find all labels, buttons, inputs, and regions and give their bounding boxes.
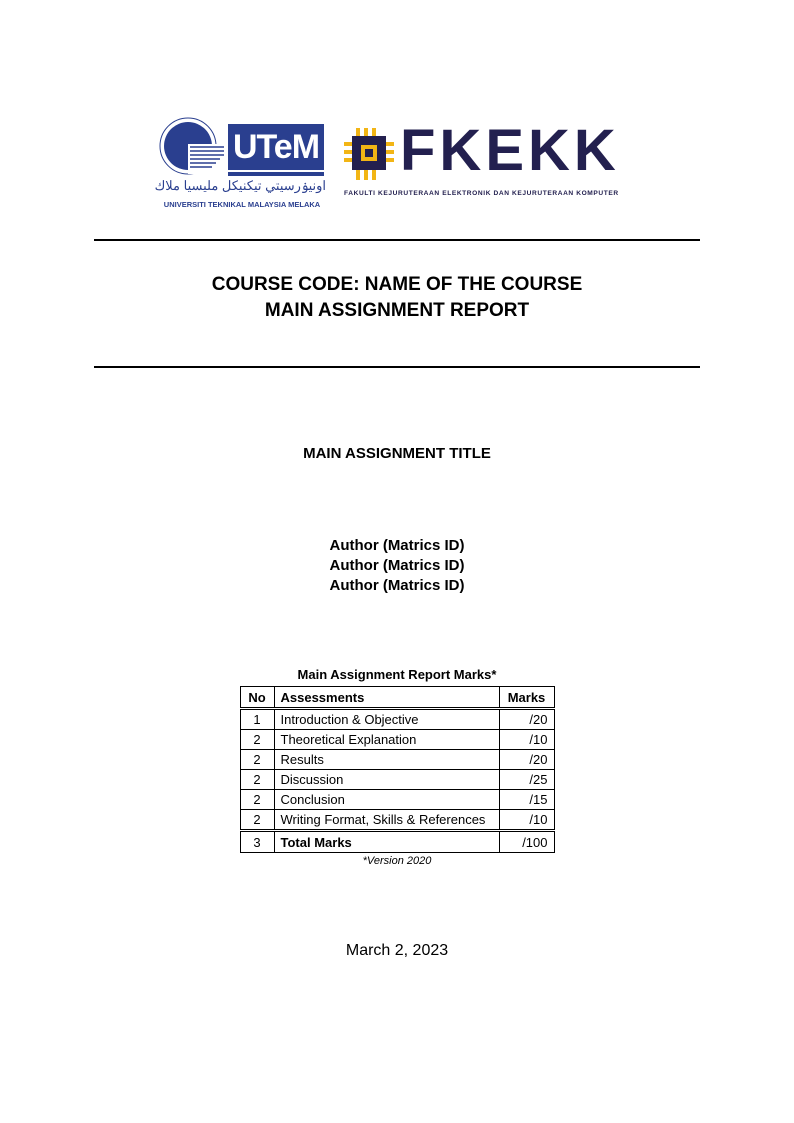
total-row: 3 Total Marks/100 — [239, 830, 555, 853]
author: Author (Matrics ID) — [329, 577, 465, 594]
fkekk-wordmark: FKEKK — [400, 118, 620, 183]
utem-wordmark: UTeM — [232, 128, 320, 166]
table-header-row: No Assessments Marks — [239, 686, 555, 710]
fkekk-logo: FKEKK FAKULTI KEJURUTERAAN ELEKTRONIK DA… — [344, 120, 636, 200]
cell-assessment: Total Marks — [273, 830, 500, 853]
utem-emblem-icon — [159, 117, 324, 176]
cell-assessment: Results — [273, 749, 500, 770]
cell-marks: /10 — [498, 729, 555, 750]
table-row: 2 Discussion/25 — [239, 769, 555, 790]
table-caption: Main Assignment Report Marks* — [297, 667, 497, 682]
cell-no: 1 — [239, 708, 275, 730]
cell-no: 2 — [239, 769, 275, 790]
fkekk-caption: FAKULTI KEJURUTERAAN ELEKTRONIK DAN KEJU… — [344, 190, 619, 197]
table-row: 2 Theoretical Explanation/10 — [239, 729, 555, 750]
report-line: MAIN ASSIGNMENT REPORT — [264, 300, 530, 321]
table-row: 2 Writing Format, Skills & References/10 — [239, 809, 555, 832]
cell-marks: /20 — [498, 708, 555, 730]
assignment-title: MAIN ASSIGNMENT TITLE — [303, 445, 491, 462]
table-row: 2 Results/20 — [239, 749, 555, 770]
table-row: 1 Introduction & Objective/20 — [239, 708, 555, 730]
course-line: COURSE CODE: NAME OF THE COURSE — [211, 274, 583, 295]
table-footnote: *Version 2020 — [362, 855, 432, 867]
cell-assessment: Conclusion — [273, 789, 500, 810]
top-rule — [94, 239, 700, 241]
cell-marks: /20 — [498, 749, 555, 770]
cell-marks: /10 — [498, 809, 555, 832]
cell-no: 2 — [239, 809, 275, 832]
table-row: 2 Conclusion/15 — [239, 789, 555, 810]
utem-logo: UTeM اونيۏرسيتي تيكنيكل مليسيا ملاك UNIV… — [154, 116, 326, 212]
bottom-rule — [94, 366, 700, 368]
marks-table: No Assessments Marks 1 Introduction & Obj… — [239, 686, 555, 853]
cell-marks: /100 — [498, 830, 555, 853]
author: Author (Matrics ID) — [329, 557, 465, 574]
cell-assessment: Theoretical Explanation — [273, 729, 500, 750]
cell-no: 2 — [239, 789, 275, 810]
column-header: No — [239, 686, 275, 710]
column-header: Assessments — [273, 686, 500, 710]
utem-jawi: اونيۏرسيتي تيكنيكل مليسيا ملاك — [154, 178, 326, 193]
author-list: Author (Matrics ID) Author (Matrics ID) … — [0, 536, 794, 596]
report-date: March 2, 2023 — [345, 942, 449, 959]
cell-no: 3 — [239, 830, 275, 853]
cell-marks: /15 — [498, 789, 555, 810]
column-header: Marks — [498, 686, 555, 710]
cell-marks: /25 — [498, 769, 555, 790]
author: Author (Matrics ID) — [329, 537, 465, 554]
utem-caption: UNIVERSITI TEKNIKAL MALAYSIA MELAKA — [163, 200, 321, 209]
cell-assessment: Writing Format, Skills & References — [273, 809, 500, 832]
cell-no: 2 — [239, 729, 275, 750]
cell-assessment: Discussion — [273, 769, 500, 790]
cell-assessment: Introduction & Objective — [273, 708, 500, 730]
marks-table-block: Main Assignment Report Marks* No Assessm… — [0, 667, 794, 868]
chip-icon — [344, 128, 394, 180]
cell-no: 2 — [239, 749, 275, 770]
